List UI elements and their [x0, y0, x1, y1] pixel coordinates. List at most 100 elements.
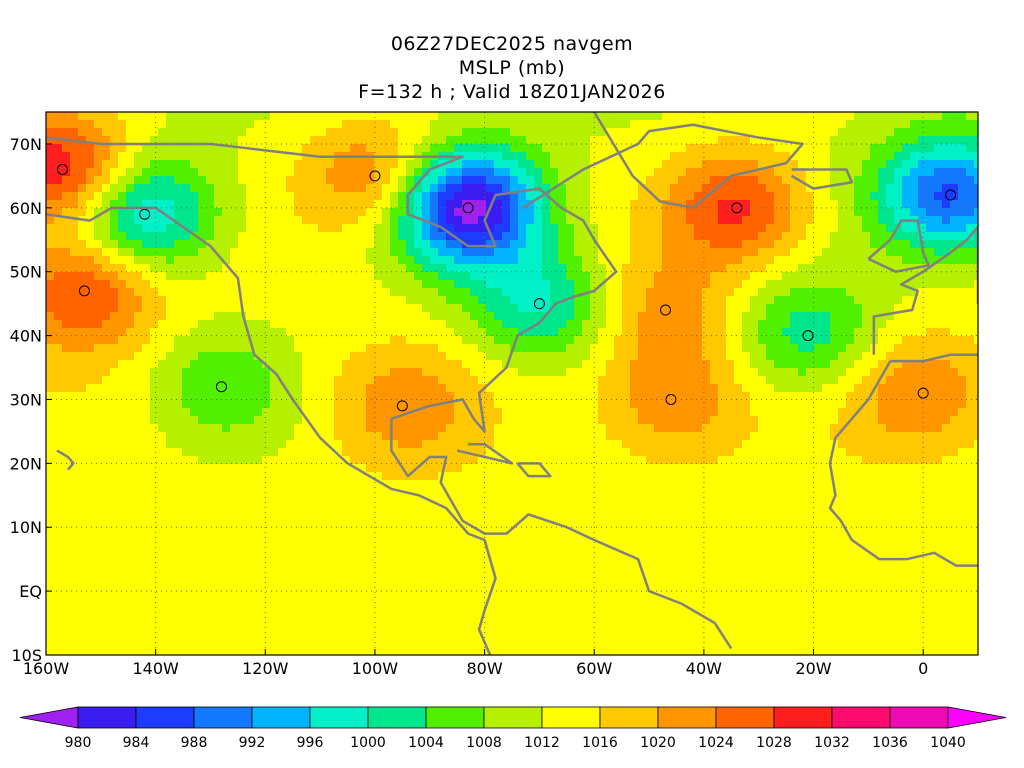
field-cell	[198, 280, 207, 289]
field-cell	[942, 200, 951, 209]
field-cell	[358, 304, 367, 313]
field-cell	[214, 432, 223, 441]
field-cell	[974, 344, 978, 353]
field-cell	[654, 112, 663, 121]
field-cell	[334, 312, 343, 321]
field-cell	[470, 392, 479, 401]
field-cell	[566, 304, 575, 313]
field-cell	[702, 264, 711, 273]
field-cell	[550, 160, 559, 169]
field-cell	[830, 240, 839, 249]
field-cell	[334, 232, 343, 241]
field-cell	[166, 304, 175, 313]
field-cell	[70, 328, 79, 337]
field-cell	[774, 368, 783, 377]
field-cell	[198, 448, 207, 457]
field-cell	[86, 296, 95, 305]
field-cell	[886, 256, 895, 265]
field-cell	[382, 208, 391, 217]
field-cell	[374, 216, 383, 225]
field-cell	[710, 272, 719, 281]
field-cell	[742, 384, 751, 393]
field-cell	[766, 264, 775, 273]
field-cell	[822, 184, 831, 193]
field-cell	[782, 240, 791, 249]
field-cell	[374, 200, 383, 209]
field-cell	[150, 280, 159, 289]
field-cell	[78, 200, 87, 209]
field-cell	[486, 144, 495, 153]
field-cell	[78, 184, 87, 193]
field-cell	[550, 360, 559, 369]
field-cell	[350, 248, 359, 257]
field-cell	[54, 184, 63, 193]
field-cell	[686, 128, 695, 137]
field-cell	[894, 360, 903, 369]
field-cell	[334, 240, 343, 249]
field-cell	[166, 168, 175, 177]
field-cell	[862, 240, 871, 249]
field-cell	[806, 168, 815, 177]
field-cell	[966, 384, 975, 393]
field-cell	[118, 440, 127, 449]
field-cell	[206, 448, 215, 457]
field-cell	[622, 392, 631, 401]
field-cell	[390, 136, 399, 145]
field-cell	[966, 176, 975, 185]
field-cell	[326, 168, 335, 177]
field-cell	[702, 168, 711, 177]
field-cell	[206, 408, 215, 417]
field-cell	[750, 192, 759, 201]
field-cell	[110, 360, 119, 369]
field-cell	[158, 200, 167, 209]
field-cell	[222, 440, 231, 449]
field-cell	[670, 312, 679, 321]
field-cell	[326, 328, 335, 337]
field-cell	[142, 128, 151, 137]
field-cell	[942, 160, 951, 169]
field-cell	[102, 272, 111, 281]
field-cell	[790, 112, 799, 121]
field-cell	[974, 152, 978, 161]
field-cell	[486, 264, 495, 273]
field-cell	[206, 336, 215, 345]
field-cell	[878, 416, 887, 425]
field-cell	[966, 368, 975, 377]
field-cell	[342, 192, 351, 201]
field-cell	[790, 368, 799, 377]
field-cell	[758, 408, 767, 417]
field-cell	[598, 256, 607, 265]
field-cell	[358, 440, 367, 449]
field-cell	[558, 224, 567, 233]
field-cell	[150, 112, 159, 121]
field-cell	[462, 312, 471, 321]
field-cell	[126, 296, 135, 305]
field-cell	[790, 352, 799, 361]
field-cell	[718, 128, 727, 137]
field-cell	[206, 424, 215, 433]
field-cell	[238, 440, 247, 449]
field-cell	[614, 160, 623, 169]
field-cell	[510, 144, 519, 153]
field-cell	[198, 408, 207, 417]
field-cell	[854, 272, 863, 281]
field-cell	[846, 264, 855, 273]
field-cell	[566, 224, 575, 233]
field-cell	[518, 288, 527, 297]
field-cell	[750, 176, 759, 185]
field-cell	[430, 352, 439, 361]
field-cell	[574, 424, 583, 433]
field-cell	[342, 112, 351, 121]
field-cell	[646, 312, 655, 321]
field-cell	[286, 200, 295, 209]
field-cell	[462, 416, 471, 425]
field-cell	[142, 384, 151, 393]
field-cell	[438, 192, 447, 201]
field-cell	[478, 128, 487, 137]
field-cell	[702, 120, 711, 129]
field-cell	[918, 256, 927, 265]
field-cell	[134, 360, 143, 369]
field-cell	[726, 224, 735, 233]
field-cell	[766, 376, 775, 385]
field-cell	[342, 208, 351, 217]
